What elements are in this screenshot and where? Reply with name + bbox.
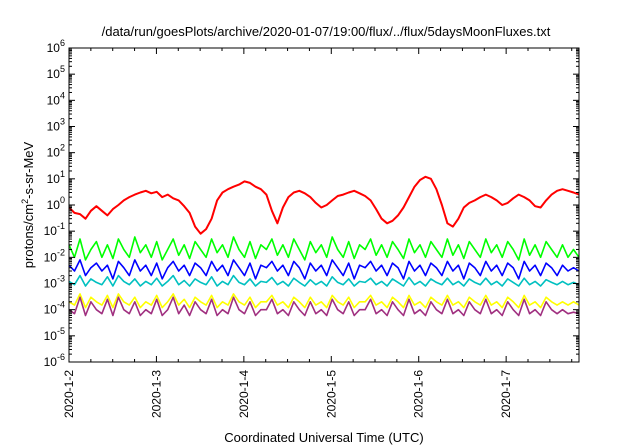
series-line [69, 259, 579, 280]
y-tick-exponent: -3 [57, 274, 65, 284]
y-tick-base: 10 [44, 277, 58, 291]
x-tick-label: 2020-1-4 [237, 370, 251, 418]
y-tick-base: 10 [47, 120, 61, 134]
series-line [69, 236, 579, 261]
y-axis-label-main: protons/cm [21, 204, 36, 268]
x-axis: 2020-1-2 2020-1-3 2020-1-4 2020-1-5 2020-1-6… [62, 48, 573, 418]
y-tick-base: 10 [44, 303, 58, 317]
chart-title: /data/run/goesPlots/archive/2020-01-07/1… [102, 24, 551, 39]
series-layer [69, 175, 579, 317]
y-tick-base: 10 [47, 198, 61, 212]
y-tick-exponent: -1 [57, 221, 65, 231]
y-tick-label: 101 [47, 169, 65, 186]
y-tick-label: 10-5 [44, 326, 65, 343]
y-tick-exponent: 2 [60, 143, 65, 153]
y-tick-label: 10-1 [44, 221, 65, 238]
y-tick-exponent: -5 [57, 326, 65, 336]
y-tick-exponent: 4 [60, 90, 65, 100]
series-line [69, 175, 579, 235]
x-tick-label: 2020-1-3 [149, 370, 163, 418]
y-tick-base: 10 [47, 93, 61, 107]
x-axis-label: Coordinated Universal Time (UTC) [224, 430, 423, 445]
y-tick-base: 10 [47, 172, 61, 186]
y-tick-label: 10-4 [44, 300, 65, 317]
y-tick-exponent: 0 [60, 195, 65, 205]
x-tick-label: 2020-1-7 [499, 370, 513, 418]
y-tick-base: 10 [44, 224, 58, 238]
y-axis-label: protons/cm2-s-sr-MeV [20, 141, 36, 268]
y-tick-label: 10-2 [44, 247, 65, 264]
y-axis-label-unit: -s-sr-MeV [21, 141, 36, 198]
y-tick-base: 10 [47, 67, 61, 81]
y-tick-exponent: -4 [57, 300, 65, 310]
y-tick-exponent: -6 [57, 352, 65, 362]
y-tick-label: 100 [47, 195, 65, 212]
y-tick-label: 105 [47, 64, 65, 81]
y-tick-label: 104 [47, 90, 65, 107]
x-tick-label: 2020-1-6 [412, 370, 426, 418]
y-tick-exponent: -2 [57, 247, 65, 257]
y-tick-exponent: 6 [60, 38, 65, 48]
y-tick-label: 106 [47, 38, 65, 55]
y-tick-label: 10-3 [44, 274, 65, 291]
y-tick-base: 10 [44, 250, 58, 264]
series-line [69, 296, 579, 317]
x-tick-label: 2020-1-2 [62, 370, 76, 418]
y-axis-label-sup: 2 [20, 199, 30, 204]
y-tick-base: 10 [44, 329, 58, 343]
y-tick-base: 10 [47, 146, 61, 160]
y-tick-exponent: 1 [60, 169, 65, 179]
y-tick-label: 103 [47, 117, 65, 134]
y-tick-base: 10 [47, 41, 61, 55]
series-line [69, 274, 579, 287]
y-axis: 10-610-510-410-310-210-11001011021031041… [44, 38, 579, 369]
x-tick-label: 2020-1-5 [324, 370, 338, 418]
y-tick-exponent: 5 [60, 64, 65, 74]
y-tick-exponent: 3 [60, 117, 65, 127]
y-tick-label: 10-6 [44, 352, 65, 369]
series-line [69, 293, 579, 309]
y-tick-base: 10 [44, 355, 58, 369]
y-tick-label: 102 [47, 143, 65, 160]
